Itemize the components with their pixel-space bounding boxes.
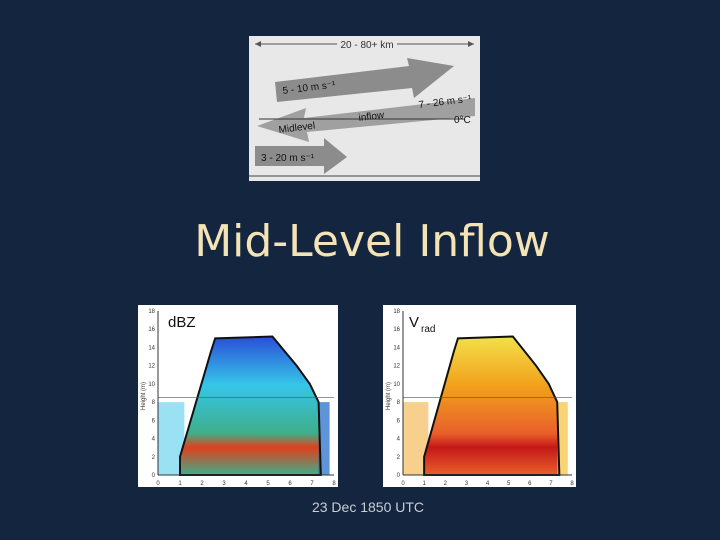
y-tick-label: 10 (148, 382, 155, 388)
y-tick-label: 14 (148, 345, 155, 351)
x-tick-label: 1 (422, 481, 426, 487)
y-tick-label: 12 (148, 364, 155, 370)
panel-label: V (409, 314, 419, 331)
inflow-word2: inflow (358, 110, 385, 124)
y-tick-label: 12 (393, 364, 400, 370)
x-tick-label: 0 (401, 481, 405, 487)
x-tick-label: 6 (528, 481, 532, 487)
freezing-label: 0°C (454, 115, 471, 126)
x-tick-label: 5 (507, 481, 511, 487)
y-tick-label: 16 (393, 327, 400, 333)
echo-region (180, 336, 321, 475)
x-tick-label: 6 (288, 481, 292, 487)
x-tick-label: 2 (200, 481, 204, 487)
y-tick-label: 6 (397, 418, 401, 424)
echo-outline (179, 335, 322, 476)
x-tick-label: 8 (570, 481, 574, 487)
panel-label-sub: rad (421, 324, 435, 335)
echo-trail (557, 402, 568, 475)
y-tick-label: 18 (393, 309, 400, 315)
width-label: 20 - 80+ km (340, 40, 393, 51)
x-tick-label: 2 (444, 481, 448, 487)
echo-trail (318, 402, 330, 475)
panel-label: dBZ (168, 314, 196, 331)
y-tick-label: 4 (397, 437, 401, 443)
upper-arrow (275, 58, 454, 102)
x-tick-label: 4 (486, 481, 490, 487)
inflow-word1: Midlevel (278, 121, 316, 136)
inflow-arrow (257, 98, 475, 142)
y-tick-label: 14 (393, 345, 400, 351)
caption: 23 Dec 1850 UTC (311, 499, 425, 515)
y-tick-label: 0 (152, 473, 156, 479)
x-tick-label: 1 (178, 481, 182, 487)
x-tick-label: 3 (465, 481, 469, 487)
x-tick-label: 0 (156, 481, 160, 487)
arrow-head (255, 41, 261, 47)
y-tick-label: 6 (152, 418, 156, 424)
slide-title: Mid-Level Inflow (194, 216, 550, 267)
echo-region (424, 336, 560, 475)
x-tick-label: 3 (222, 481, 226, 487)
echo-outline (423, 335, 561, 476)
x-tick-label: 8 (332, 481, 336, 487)
y-tick-label: 0 (397, 473, 401, 479)
label-bg (337, 37, 397, 51)
x-tick-label: 7 (310, 481, 314, 487)
y-tick-label: 16 (148, 327, 155, 333)
y-tick-label: 2 (397, 455, 401, 461)
y-tick-label: 8 (397, 400, 401, 406)
y-tick-label: 2 (152, 455, 156, 461)
y-axis-label: Height (m) (386, 382, 392, 410)
y-tick-label: 4 (152, 437, 156, 443)
y-tick-label: 8 (152, 400, 156, 406)
y-axis-label: Height (m) (141, 382, 147, 410)
x-tick-label: 4 (244, 481, 248, 487)
lower-arrow (255, 138, 347, 174)
arrow-head (468, 41, 474, 47)
lower-arrow-label: 3 - 20 m s⁻¹ (261, 153, 315, 164)
y-tick-label: 18 (148, 309, 155, 315)
x-tick-label: 7 (549, 481, 553, 487)
inflow-diagram: 20 - 80+ km 5 - 10 m s⁻¹ Midlevel inflow… (249, 36, 480, 181)
y-tick-label: 10 (393, 382, 400, 388)
x-tick-label: 5 (266, 481, 270, 487)
